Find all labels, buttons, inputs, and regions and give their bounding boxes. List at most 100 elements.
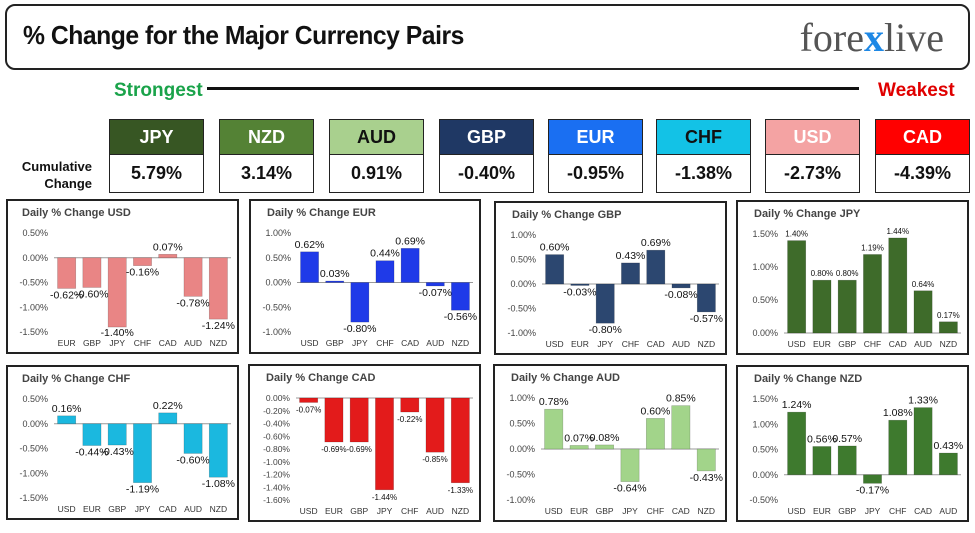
- x-tick-label: AUD: [939, 506, 957, 516]
- x-tick-label: AUD: [672, 339, 690, 349]
- data-label: -0.07%: [419, 287, 452, 299]
- x-tick-label: AUD: [184, 504, 202, 514]
- bar-cad: [888, 237, 908, 334]
- bar-usd: [544, 408, 564, 450]
- data-label: -1.08%: [202, 478, 235, 490]
- x-tick-label: USD: [545, 506, 563, 516]
- currency-name: USD: [765, 119, 860, 155]
- y-tick-label: 0.50%: [22, 394, 48, 404]
- bar-aud: [183, 257, 203, 297]
- data-label: 0.07%: [153, 241, 183, 253]
- bar-cad: [671, 405, 691, 450]
- currency-tile-jpy: JPY 5.79%: [109, 119, 204, 193]
- x-tick-label: CHF: [864, 339, 881, 349]
- bar-gbp: [349, 397, 369, 443]
- y-tick-label: -0.20%: [263, 406, 290, 416]
- x-tick-label: GBP: [838, 506, 856, 516]
- bar-gbp: [595, 444, 615, 450]
- data-label: -0.62%: [50, 289, 83, 301]
- bar-eur: [570, 283, 590, 286]
- bar-aud: [425, 282, 445, 287]
- y-tick-label: -1.00%: [507, 328, 536, 338]
- data-label: -0.69%: [321, 445, 346, 454]
- chart-panel-jpy: Daily % Change JPY 1.50% 1.00% 0.50% 0.00% 1.…: [736, 200, 969, 355]
- y-tick-label: 1.00%: [752, 419, 778, 429]
- bar-aud: [183, 423, 203, 454]
- bar-jpy: [595, 283, 615, 324]
- x-tick-label: JPY: [135, 504, 151, 514]
- y-tick-label: -0.50%: [19, 278, 48, 288]
- cumulative-change-value: -1.38%: [656, 155, 751, 193]
- x-tick-label: AUD: [426, 506, 444, 516]
- data-label: -0.85%: [422, 455, 447, 464]
- x-tick-label: JPY: [865, 506, 881, 516]
- data-label: -1.19%: [126, 484, 159, 496]
- currency-name: AUD: [329, 119, 424, 155]
- strength-axis-line: [207, 87, 859, 90]
- x-tick-label: GBP: [596, 506, 614, 516]
- bar-chf: [375, 260, 395, 283]
- currency-name: CHF: [656, 119, 751, 155]
- chart-panel-nzd: Daily % Change NZD 1.50% 1.00% 0.50% 0.00% -0…: [736, 365, 969, 522]
- data-label: -0.03%: [563, 286, 596, 298]
- x-tick-label: USD: [300, 506, 318, 516]
- x-tick-label: EUR: [571, 339, 589, 349]
- data-label: -1.40%: [101, 327, 134, 339]
- x-tick-label: AUD: [426, 338, 444, 348]
- chart-title: Daily % Change EUR: [267, 207, 376, 219]
- currency-name: CAD: [875, 119, 970, 155]
- chart-panel-aud: Daily % Change AUD 1.00% 0.50% 0.00% -0.50% -…: [493, 364, 727, 522]
- y-tick-label: 0.50%: [752, 295, 778, 305]
- currency-name: GBP: [439, 119, 534, 155]
- bar-nzd: [696, 448, 716, 472]
- y-tick-label: 0.50%: [265, 253, 291, 263]
- y-tick-label: -1.50%: [19, 327, 48, 337]
- y-tick-label: 1.50%: [752, 229, 778, 239]
- bar-chart: 1.00% 0.50% 0.00% -0.50% -1.00% 0.78% USD 0.07%…: [506, 393, 723, 516]
- data-label: 0.56%: [807, 433, 837, 445]
- data-label: 0.43%: [933, 440, 963, 452]
- data-label: -0.80%: [343, 323, 376, 335]
- x-tick-label: CHF: [134, 338, 151, 348]
- y-tick-label: 0.50%: [752, 445, 778, 455]
- data-label: 1.24%: [782, 399, 812, 411]
- currency-tile-chf: CHF -1.38%: [656, 119, 751, 193]
- y-tick-label: -1.40%: [263, 482, 290, 492]
- x-tick-label: JPY: [109, 338, 125, 348]
- chart-title: Daily % Change CAD: [266, 372, 376, 384]
- x-tick-label: EUR: [813, 339, 831, 349]
- currency-tile-aud: AUD 0.91%: [329, 119, 424, 193]
- x-tick-label: NZD: [452, 338, 469, 348]
- chart-panel-cad: Daily % Change CAD 0.00% -0.20% -0.40% -0.60…: [248, 364, 481, 522]
- x-tick-label: GBP: [83, 338, 101, 348]
- page-title: % Change for the Major Currency Pairs: [23, 20, 464, 50]
- bar-chart: 0.50% 0.00% -0.50% -1.00% -1.50% -0.62% EUR -0.…: [19, 228, 235, 348]
- y-tick-label: -1.00%: [19, 468, 48, 478]
- data-label: 1.44%: [886, 227, 909, 236]
- x-tick-label: CAD: [672, 506, 690, 516]
- bar-gbp: [325, 280, 345, 283]
- data-label: 0.07%: [564, 432, 594, 444]
- data-label: -0.08%: [664, 289, 697, 301]
- x-tick-label: USD: [546, 339, 564, 349]
- chart-panel-eur: Daily % Change EUR 1.00% 0.50% 0.00% -0.50% -…: [249, 199, 481, 354]
- y-tick-label: 0.00%: [509, 444, 535, 454]
- bar-nzd: [696, 283, 716, 313]
- bar-jpy: [620, 448, 640, 482]
- data-label: -0.80%: [589, 324, 622, 336]
- bar-aud: [425, 397, 445, 453]
- data-label: 0.80%: [836, 269, 859, 278]
- x-tick-label: NZD: [210, 338, 227, 348]
- x-tick-label: CHF: [622, 339, 639, 349]
- x-tick-label: CAD: [914, 506, 932, 516]
- bar-aud: [938, 452, 958, 476]
- y-tick-label: -1.50%: [19, 493, 48, 503]
- data-label: 0.80%: [811, 269, 834, 278]
- y-tick-label: 1.00%: [509, 393, 535, 403]
- cumulative-change-value: 0.91%: [329, 155, 424, 193]
- data-label: -0.43%: [690, 472, 723, 484]
- bar-chf: [888, 419, 908, 476]
- x-tick-label: EUR: [813, 506, 831, 516]
- bar-usd: [787, 240, 807, 334]
- bar-jpy: [375, 397, 394, 491]
